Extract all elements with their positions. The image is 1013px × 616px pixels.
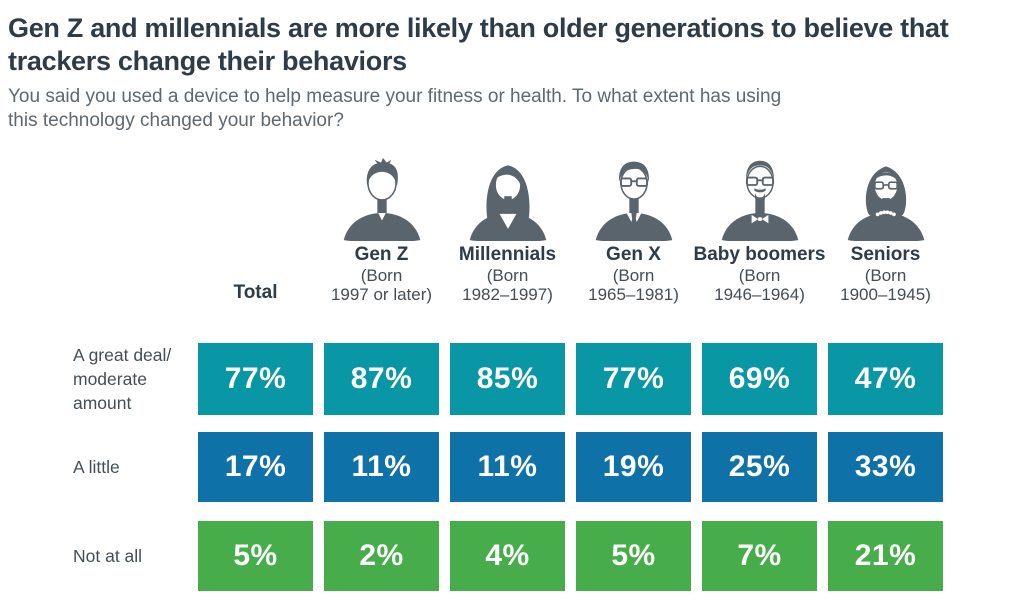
column-header-row: Total Gen Z (Born 1997 or later) <box>8 157 1013 304</box>
value-tile: 4% <box>450 521 565 591</box>
chart-subtitle: You said you used a device to help measu… <box>8 86 782 131</box>
man-glasses-tie-avatar-icon <box>595 161 672 241</box>
young-man-avatar-icon <box>343 157 420 241</box>
column-header-millennials: Millennials (Born 1982–1997) <box>450 157 565 304</box>
value-tile: 85% <box>450 343 565 415</box>
value-tile: 5% <box>198 521 313 591</box>
table-row: Not at all 5% 2% 4% 5% 7% 21% <box>8 521 1013 591</box>
chart-title: Gen Z and millennials are more likely th… <box>8 13 949 76</box>
table-row: A little 17% 11% 11% 19% 25% 33% <box>8 432 1013 502</box>
column-label: Millennials <box>458 244 557 265</box>
man-beard-bowtie-avatar-icon <box>721 160 798 241</box>
young-woman-avatar-icon <box>469 165 546 241</box>
column-header-total: Total <box>198 157 313 304</box>
value-tile: 47% <box>828 343 943 415</box>
value-tile: 77% <box>198 343 313 415</box>
row-label: Not at all <box>73 546 143 566</box>
value-tile: 77% <box>576 343 691 415</box>
born-line: (Born <box>360 266 403 285</box>
column-header-seniors: Seniors (Born 1900–1945) <box>828 157 943 304</box>
row-label: A little <box>73 457 120 477</box>
value-tile: 2% <box>324 521 439 591</box>
data-matrix: A great deal/ moderate amount 77% 87% 85… <box>8 343 1013 591</box>
born-line: 1946–1964) <box>714 285 805 304</box>
value-tile: 11% <box>324 432 439 502</box>
value-tile: 87% <box>324 343 439 415</box>
infographic: Gen Z and millennials are more likely th… <box>8 13 1013 591</box>
column-label: Gen Z <box>354 244 409 265</box>
value-tile: 69% <box>702 343 817 415</box>
column-header-baby-boomers: Baby boomers (Born 1946–1964) <box>694 157 826 304</box>
born-line: 1997 or later) <box>330 285 433 304</box>
table-row: A great deal/ moderate amount 77% 87% 85… <box>8 343 1013 415</box>
column-label: Gen X <box>606 244 661 265</box>
column-label: Seniors <box>850 244 921 265</box>
column-label: Baby boomers <box>693 244 826 265</box>
header-spacer <box>8 157 187 304</box>
born-line: (Born <box>738 266 781 285</box>
column-label: Total <box>233 282 278 303</box>
value-tile: 33% <box>828 432 943 502</box>
value-tile: 7% <box>702 521 817 591</box>
value-tile: 19% <box>576 432 691 502</box>
value-tile: 21% <box>828 521 943 591</box>
value-tile: 5% <box>576 521 691 591</box>
value-tile: 17% <box>198 432 313 502</box>
born-line: 1982–1997) <box>462 285 553 304</box>
row-label: A great deal/ moderate amount <box>73 345 172 413</box>
born-line: (Born <box>486 266 529 285</box>
born-line: 1965–1981) <box>588 285 679 304</box>
column-header-gen-x: Gen X (Born 1965–1981) <box>576 157 691 304</box>
column-header-gen-z: Gen Z (Born 1997 or later) <box>324 157 439 304</box>
born-line: 1900–1945) <box>840 285 931 304</box>
senior-woman-avatar-icon <box>847 166 924 241</box>
value-tile: 11% <box>450 432 565 502</box>
born-line: (Born <box>612 266 655 285</box>
born-line: (Born <box>864 266 907 285</box>
value-tile: 25% <box>702 432 817 502</box>
